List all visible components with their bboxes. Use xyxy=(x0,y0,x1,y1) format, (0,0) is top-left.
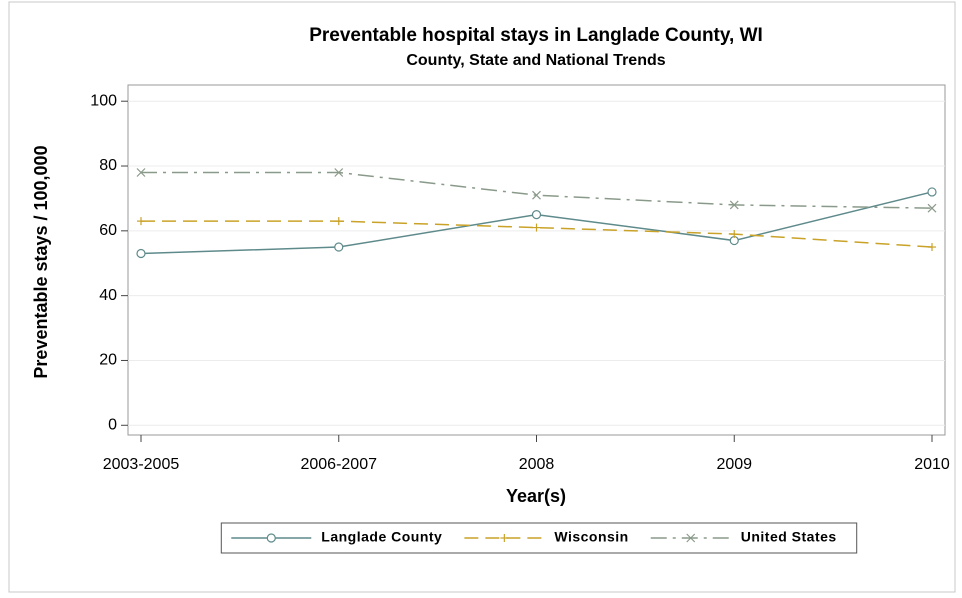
data-point xyxy=(334,217,343,226)
marker-shape xyxy=(136,248,146,259)
data-point xyxy=(928,243,936,252)
plot-area xyxy=(127,84,946,436)
marker-shape xyxy=(136,168,146,177)
data-point xyxy=(136,248,146,259)
legend-marker xyxy=(500,534,509,542)
marker-shape xyxy=(686,533,696,543)
marker-shape xyxy=(334,242,344,252)
marker-shape xyxy=(531,210,542,220)
marker-shape xyxy=(927,187,937,197)
data-point xyxy=(927,187,937,197)
legend-marker xyxy=(686,533,696,543)
marker-shape xyxy=(927,203,937,213)
y-tick-label: 100 xyxy=(90,92,117,109)
marker-shape xyxy=(334,168,344,177)
x-tick-label: 2006-2007 xyxy=(300,456,377,473)
y-tick-label: 60 xyxy=(99,222,117,239)
x-tick-label: 2008 xyxy=(519,456,555,473)
x-tick-label: 2010 xyxy=(914,456,950,473)
series-line xyxy=(141,220,933,248)
x-tick-label: 2003-2005 xyxy=(103,456,180,473)
marker-shape xyxy=(266,533,276,543)
data-point xyxy=(730,230,739,239)
legend-label: Langlade County xyxy=(321,529,442,545)
legend: Langlade County Wisconsin United States xyxy=(220,522,858,554)
chart-title: Preventable hospital stays in Langlade C… xyxy=(309,25,763,46)
data-point xyxy=(334,242,344,252)
y-tick-label: 0 xyxy=(108,416,117,433)
y-tick-label: 40 xyxy=(99,287,117,304)
data-point xyxy=(531,210,542,220)
y-tick-label: 20 xyxy=(99,352,117,369)
marker-shape xyxy=(729,200,739,210)
data-point xyxy=(334,168,344,177)
legend-marker xyxy=(266,533,276,543)
y-tick-label: 80 xyxy=(99,157,117,174)
data-point xyxy=(532,223,541,232)
x-axis-label: Year(s) xyxy=(506,486,566,506)
legend-label: United States xyxy=(741,529,837,545)
data-point xyxy=(927,203,937,213)
x-tick-label: 2009 xyxy=(716,456,752,473)
marker-shape xyxy=(532,190,541,200)
y-axis-label: Preventable stays / 100,000 xyxy=(31,145,51,378)
chart-subtitle: County, State and National Trends xyxy=(406,52,665,69)
data-point xyxy=(729,200,739,210)
data-point xyxy=(136,168,146,177)
outer-frame xyxy=(8,1,956,593)
data-point xyxy=(137,217,145,226)
legend-label: Wisconsin xyxy=(554,529,628,545)
data-point xyxy=(532,190,541,200)
